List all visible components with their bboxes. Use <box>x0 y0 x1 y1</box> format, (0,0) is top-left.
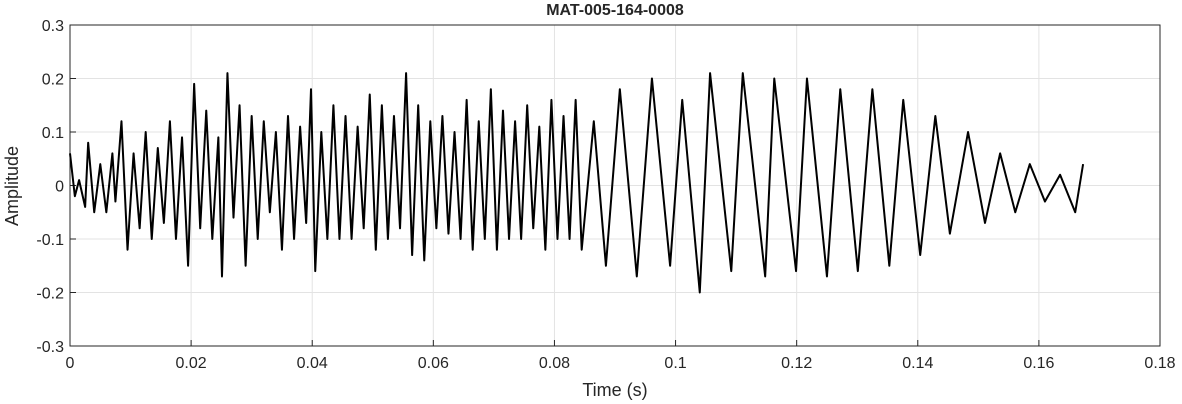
signal-line <box>69 72 1085 294</box>
x-tick-label: 0.18 <box>1144 355 1175 372</box>
x-tick-label: 0.1 <box>664 355 686 372</box>
y-tick-label: 0.3 <box>42 18 64 35</box>
y-tick-label: 0 <box>55 179 64 196</box>
y-tick-label: 0.1 <box>42 125 64 142</box>
y-tick-label: 0.2 <box>42 72 64 89</box>
y-tick-label: -0.1 <box>36 232 64 249</box>
x-tick-label: 0.02 <box>176 355 207 372</box>
x-tick-label: 0.04 <box>297 355 328 372</box>
x-tick-label: 0.16 <box>1023 355 1054 372</box>
y-axis-label: Amplitude <box>2 146 22 226</box>
plot-frame <box>69 24 1161 347</box>
x-tick-label: 0 <box>66 355 75 372</box>
chart-title: MAT-005-164-0008 <box>546 2 684 19</box>
x-tick-label: 0.08 <box>539 355 570 372</box>
x-axis-label: Time (s) <box>582 380 647 400</box>
x-tick-label: 0.06 <box>418 355 449 372</box>
y-tick-label: -0.3 <box>36 339 64 356</box>
x-tick-label: 0.12 <box>781 355 812 372</box>
y-tick-label: -0.2 <box>36 286 64 303</box>
x-tick-label: 0.14 <box>902 355 933 372</box>
